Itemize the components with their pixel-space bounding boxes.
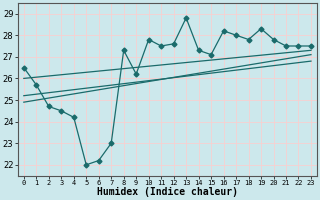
X-axis label: Humidex (Indice chaleur): Humidex (Indice chaleur)	[97, 187, 238, 197]
